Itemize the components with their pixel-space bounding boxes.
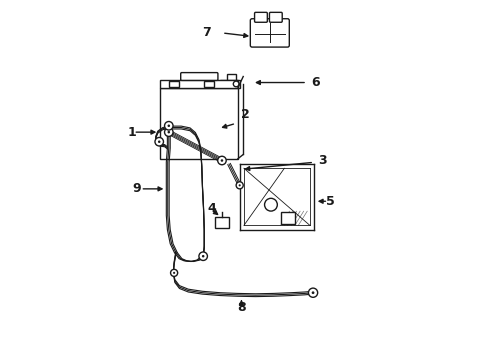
Circle shape [165,122,173,130]
FancyBboxPatch shape [250,19,289,47]
Circle shape [265,198,277,211]
Bar [169,81,179,87]
Text: 8: 8 [237,301,246,314]
Circle shape [168,131,170,134]
Circle shape [165,128,173,136]
Circle shape [220,159,223,162]
Circle shape [173,272,175,274]
Circle shape [199,252,207,260]
Bar [220,80,240,88]
FancyBboxPatch shape [181,73,218,80]
Circle shape [202,255,204,257]
Text: 4: 4 [207,202,216,215]
Bar [281,212,295,224]
Text: 9: 9 [133,183,141,195]
Text: 1: 1 [127,126,136,139]
Bar [204,81,214,87]
Text: 7: 7 [202,26,210,39]
FancyBboxPatch shape [270,12,282,22]
FancyBboxPatch shape [255,12,268,22]
Bar [215,217,229,228]
Circle shape [218,156,226,165]
Circle shape [158,140,161,143]
Circle shape [168,125,170,127]
Text: 3: 3 [318,154,327,167]
Circle shape [236,182,243,189]
Text: 6: 6 [312,76,320,89]
Text: 2: 2 [241,108,249,121]
Bar [227,74,236,80]
Circle shape [312,291,315,294]
Circle shape [171,269,178,276]
Text: 5: 5 [326,195,335,208]
Circle shape [155,138,164,146]
Bar [160,80,238,88]
Bar [160,88,238,159]
Circle shape [308,288,318,297]
Circle shape [233,81,239,87]
Circle shape [239,184,241,186]
